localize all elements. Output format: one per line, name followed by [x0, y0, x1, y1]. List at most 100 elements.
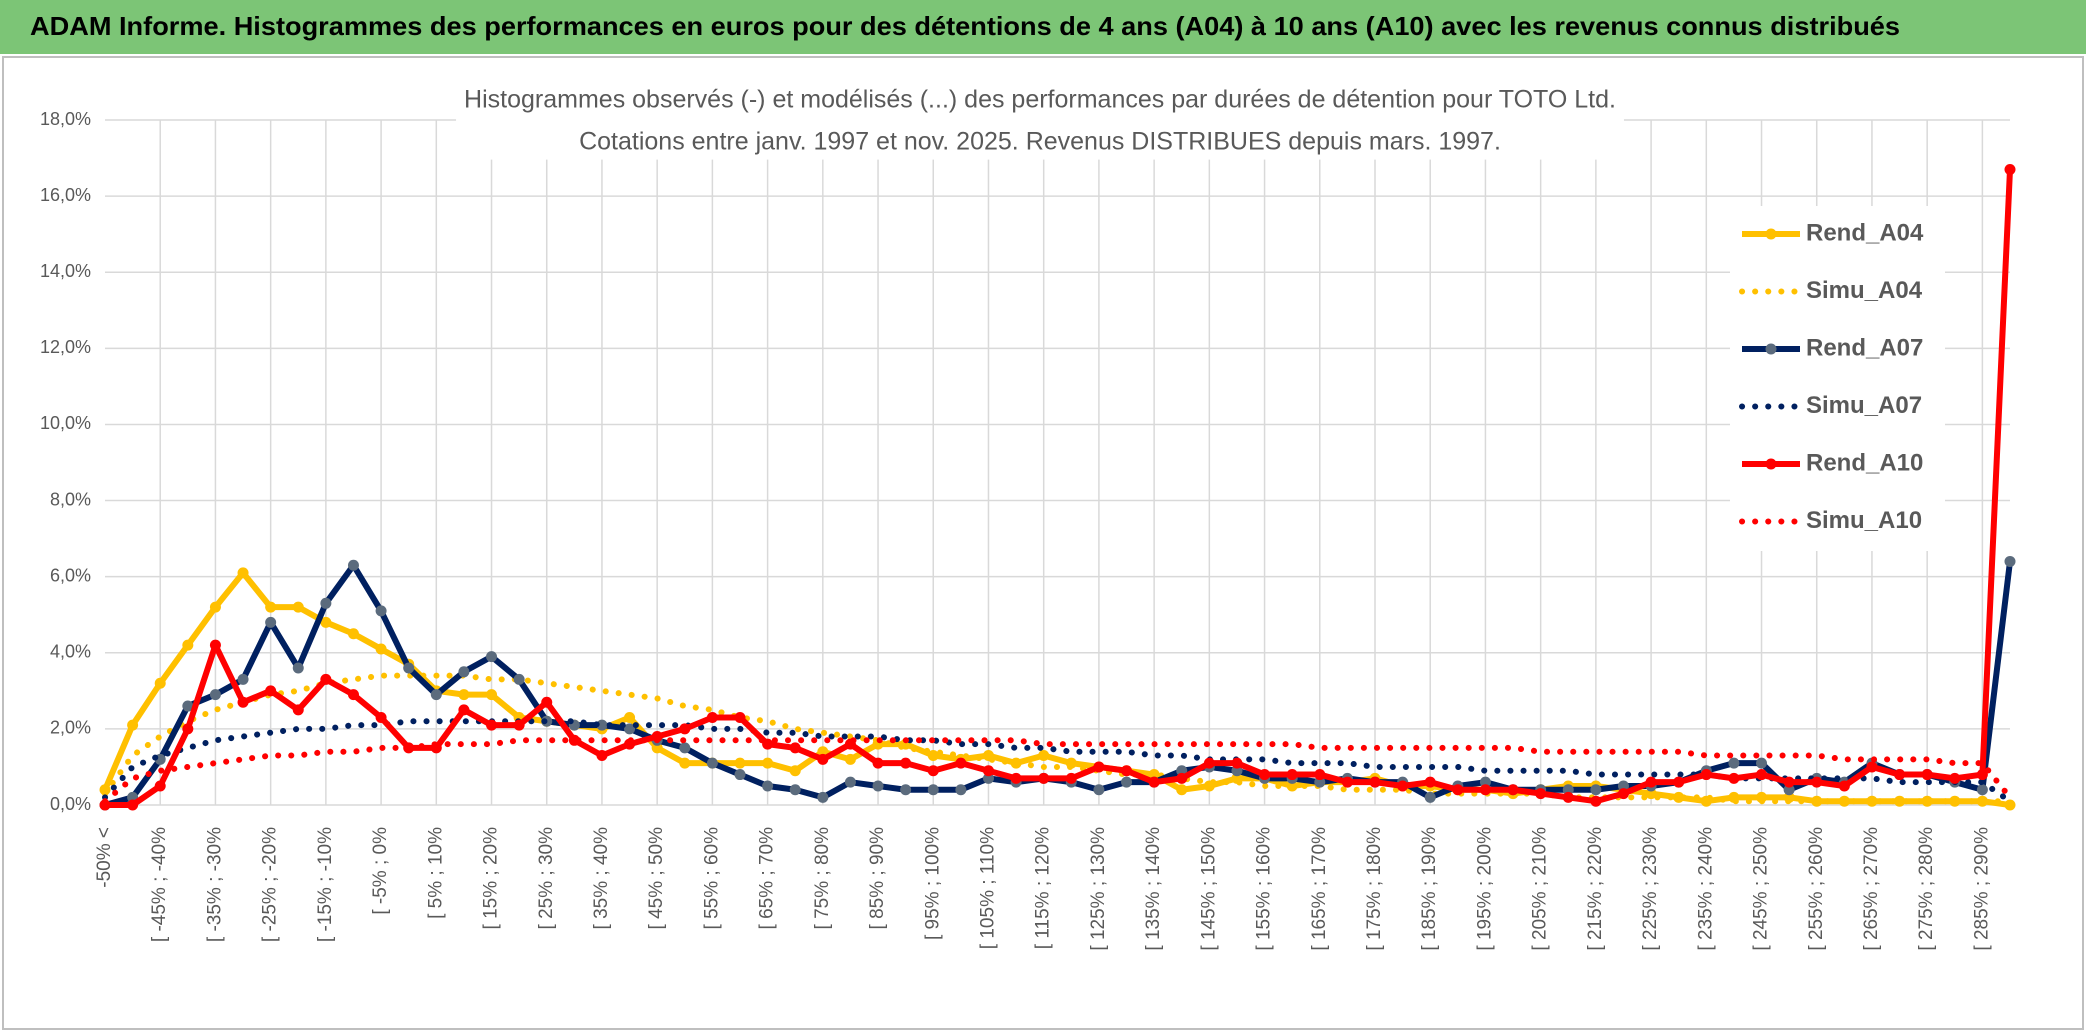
data-point — [1286, 769, 1298, 781]
data-point — [154, 780, 166, 792]
data-point — [1259, 769, 1271, 781]
data-point — [1590, 795, 1602, 807]
x-tick-label: [ 135% ; 140% — [1143, 827, 1164, 951]
data-point — [762, 757, 774, 769]
y-tick-label: 4,0% — [50, 642, 91, 662]
data-point — [1673, 791, 1685, 803]
x-tick-label: [ 75% ; 80% — [812, 827, 833, 930]
data-point — [237, 673, 249, 685]
data-point — [596, 719, 608, 731]
data-point — [486, 689, 498, 701]
x-tick-label: [ 105% ; 110% — [977, 827, 998, 949]
data-point — [1811, 776, 1823, 788]
data-point — [1783, 776, 1795, 788]
data-point — [1617, 780, 1629, 792]
y-tick-label: 14,0% — [40, 261, 91, 281]
data-point — [237, 567, 249, 579]
data-point — [1976, 769, 1988, 781]
data-point — [1452, 784, 1464, 796]
data-point — [1617, 788, 1629, 800]
y-tick-label: 16,0% — [40, 185, 91, 205]
chart-subtitle: Cotations entre janv. 1997 et nov. 2025.… — [579, 128, 1501, 156]
x-tick-label: [ 265% ; 270% — [1861, 827, 1882, 951]
x-tick-label: [ 215% ; 220% — [1585, 827, 1606, 951]
data-point — [1397, 780, 1409, 792]
data-point — [1673, 776, 1685, 788]
x-tick-label: [ 245% ; 250% — [1751, 827, 1772, 951]
data-point — [458, 689, 470, 701]
data-point — [1507, 784, 1519, 796]
data-point — [872, 757, 884, 769]
data-point — [817, 753, 829, 765]
x-tick-label: [ -25% ; -20% — [260, 827, 281, 942]
data-point — [955, 757, 967, 769]
data-point — [789, 784, 801, 796]
data-point — [375, 605, 387, 617]
x-tick-label: [ -5% ; 0% — [370, 827, 391, 915]
data-point — [927, 765, 939, 777]
data-point — [1314, 776, 1326, 788]
x-tick-label: [ 285% ; 290% — [1971, 827, 1992, 951]
data-point — [762, 738, 774, 750]
data-point — [1176, 784, 1188, 796]
data-point — [1921, 769, 1933, 781]
header-bar — [0, 0, 2086, 54]
legend-label: Rend_A04 — [1806, 219, 1924, 246]
series-line — [102, 672, 2013, 805]
data-point — [486, 651, 498, 663]
data-point — [955, 784, 967, 796]
data-point — [651, 742, 663, 754]
data-point — [817, 791, 829, 803]
x-tick-label: [ 55% ; 60% — [701, 827, 722, 930]
data-point — [1176, 772, 1188, 784]
title-background — [456, 81, 1624, 160]
y-tick-label: 2,0% — [50, 718, 91, 738]
x-tick-label: [ 115% ; 120% — [1033, 827, 1054, 949]
data-point — [1093, 761, 1105, 773]
data-point — [1231, 765, 1243, 777]
data-point — [265, 616, 277, 628]
x-tick-label: [ 205% ; 210% — [1530, 827, 1551, 951]
x-tick-label: [ 165% ; 170% — [1309, 827, 1330, 951]
chart-titles: Histogrammes observés (-) et modélisés (… — [456, 81, 1624, 160]
data-point — [1894, 769, 1906, 781]
data-point — [1783, 784, 1795, 796]
data-point — [1479, 776, 1491, 788]
data-point — [1590, 784, 1602, 796]
x-tick-label: -50% < — [94, 827, 115, 888]
legend-marker — [1765, 458, 1777, 470]
x-tick-label: [ 235% ; 240% — [1695, 827, 1716, 951]
data-point — [182, 639, 194, 651]
data-point — [292, 704, 304, 716]
data-point — [1121, 765, 1133, 777]
x-tick-label: [ 145% ; 150% — [1198, 827, 1219, 951]
data-point — [624, 711, 636, 723]
x-tick-label: [ 255% ; 260% — [1806, 827, 1827, 951]
legend-marker — [1765, 228, 1777, 240]
data-point — [403, 662, 415, 674]
data-point — [706, 711, 718, 723]
data-point — [1314, 769, 1326, 781]
data-point — [762, 780, 774, 792]
data-point — [1010, 772, 1022, 784]
x-tick-label: [ 35% ; 40% — [591, 827, 612, 930]
data-point — [734, 769, 746, 781]
data-point — [513, 673, 525, 685]
data-point — [1341, 776, 1353, 788]
y-tick-label: 10,0% — [40, 413, 91, 433]
data-point — [872, 780, 884, 792]
data-point — [1424, 791, 1436, 803]
data-point — [1645, 776, 1657, 788]
data-point — [1838, 780, 1850, 792]
data-point — [2004, 555, 2016, 567]
data-point — [1424, 776, 1436, 788]
data-point — [1562, 784, 1574, 796]
data-point — [734, 711, 746, 723]
x-tick-label: [ -35% ; -30% — [204, 827, 225, 942]
data-point — [513, 719, 525, 731]
data-point — [844, 753, 856, 765]
data-point — [347, 559, 359, 571]
data-point — [127, 719, 139, 731]
data-point — [375, 643, 387, 655]
data-point — [1728, 772, 1740, 784]
